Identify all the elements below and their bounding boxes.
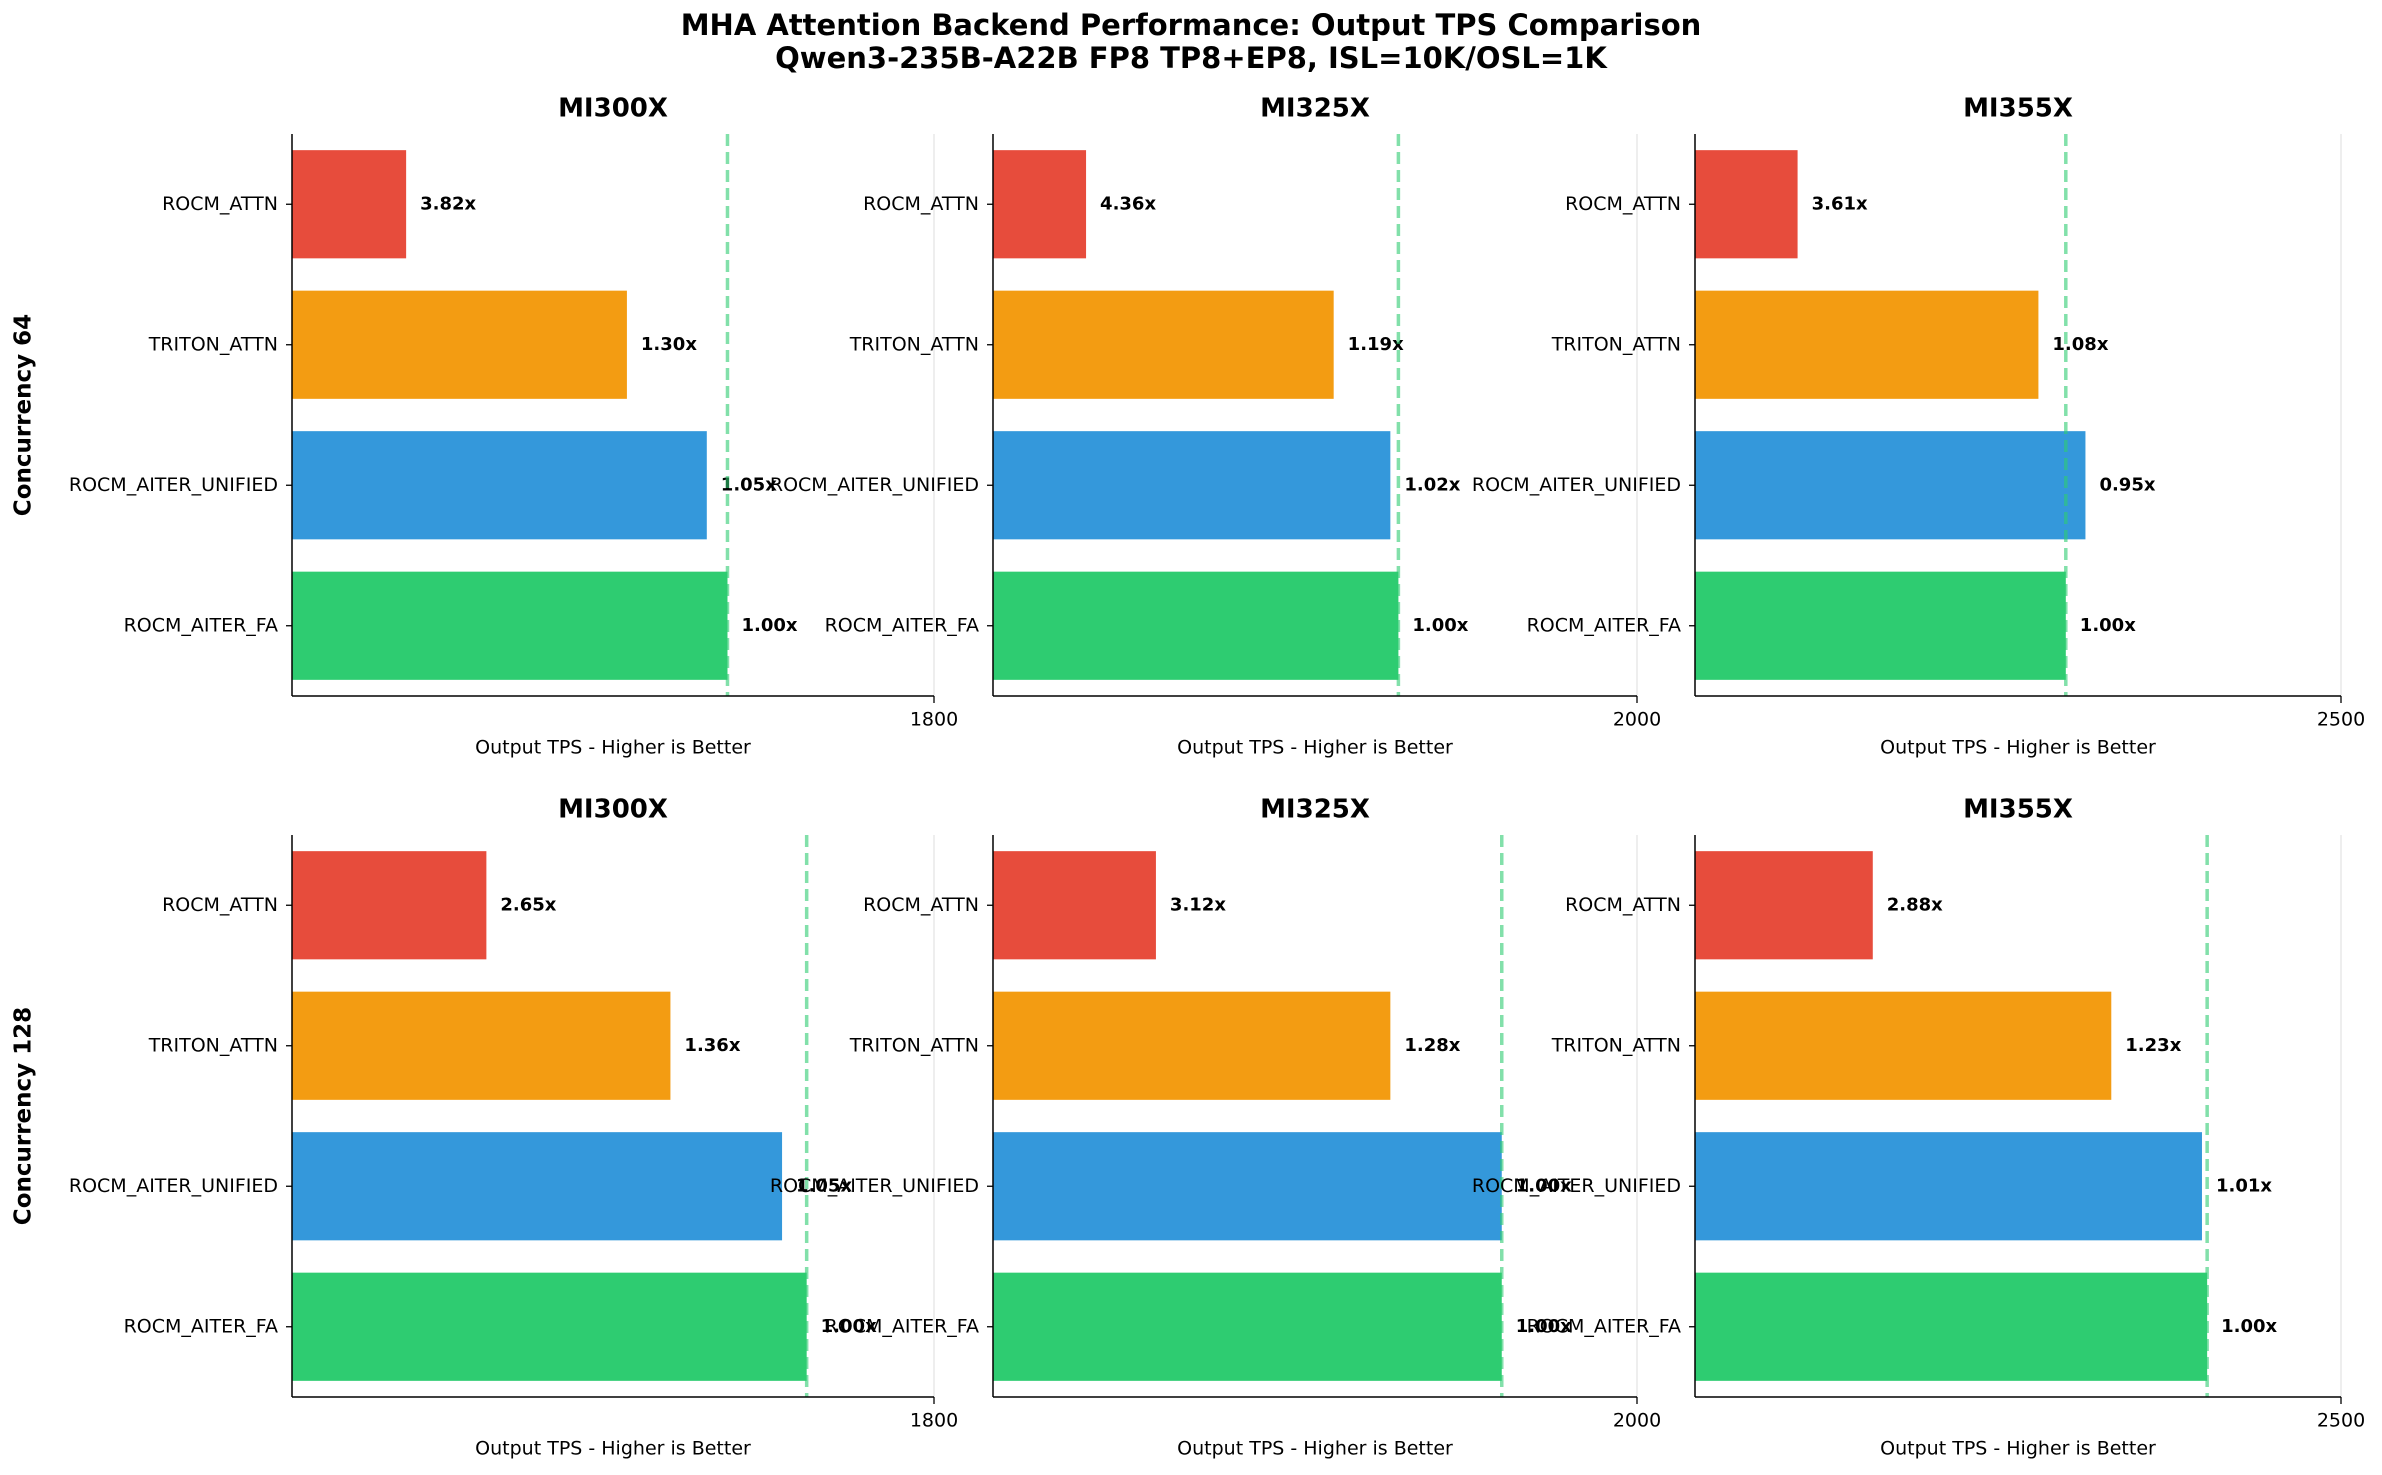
- y-tick-label: ROCM_ATTN: [1565, 193, 1681, 215]
- bar: [993, 1132, 1502, 1241]
- y-tick-label: ROCM_ATTN: [162, 894, 278, 916]
- bar: [993, 571, 1399, 680]
- bar-annotation: 1.00x: [1516, 1175, 1572, 1196]
- y-tick-label: ROCM_AITER_UNIFIED: [1472, 1175, 1681, 1197]
- y-tick-label: TRITON_ATTN: [1551, 333, 1681, 355]
- bar-annotation: 4.36x: [1100, 193, 1156, 214]
- bar: [292, 150, 407, 259]
- bar-annotation: 1.00x: [2080, 615, 2136, 636]
- bar-annotation: 1.00x: [2221, 1316, 2277, 1337]
- x-tick-label: 2500: [2317, 1410, 2365, 1432]
- x-tick-label: 1800: [910, 709, 958, 731]
- y-tick-label: ROCM_ATTN: [1565, 894, 1681, 916]
- bar: [993, 851, 1156, 960]
- x-tick-label: 1800: [910, 1410, 958, 1432]
- bar: [292, 1272, 807, 1381]
- bar-annotation: 2.88x: [1887, 894, 1943, 915]
- y-tick-label: ROCM_AITER_FA: [1527, 1315, 1681, 1337]
- bar: [292, 1132, 783, 1241]
- bar: [1695, 1272, 2208, 1381]
- bar: [993, 431, 1391, 540]
- bar: [993, 290, 1334, 399]
- y-tick-label: ROCM_AITER_UNIFIED: [1472, 474, 1681, 496]
- y-tick-label: ROCM_AITER_FA: [1527, 614, 1681, 636]
- bar: [1695, 571, 2066, 680]
- bar: [993, 150, 1087, 259]
- y-tick-label: ROCM_AITER_UNIFIED: [770, 1175, 979, 1197]
- x-axis-label: Output TPS - Higher is Better: [475, 737, 751, 759]
- bar: [1695, 150, 1798, 259]
- bar: [993, 991, 1391, 1100]
- bar-annotation: 1.23x: [2125, 1035, 2181, 1056]
- bar-annotation: 1.00x: [821, 1316, 877, 1337]
- bar-annotation: 3.82x: [420, 193, 476, 214]
- y-axis-label: Concurrency 128: [11, 1007, 37, 1225]
- bar-annotation: 1.05x: [721, 474, 777, 495]
- bar: [292, 991, 671, 1100]
- bar: [993, 1272, 1502, 1381]
- bar-annotation: 1.30x: [641, 334, 697, 355]
- x-axis-label: Output TPS - Higher is Better: [1880, 737, 2156, 759]
- panel-title: MI325X: [1260, 795, 1370, 825]
- x-axis-label: Output TPS - Higher is Better: [1177, 1438, 1453, 1460]
- bar-annotation: 2.65x: [500, 894, 556, 915]
- bar-annotation: 0.95x: [2099, 474, 2155, 495]
- x-tick-label: 2000: [1613, 1410, 1661, 1432]
- y-tick-label: ROCM_AITER_FA: [124, 1315, 278, 1337]
- bar: [1695, 851, 1873, 960]
- bar: [292, 571, 728, 680]
- bar-annotation: 1.00x: [741, 615, 797, 636]
- bar-annotation: 3.12x: [1170, 894, 1226, 915]
- y-tick-label: ROCM_AITER_UNIFIED: [69, 1175, 278, 1197]
- bar-annotation: 1.02x: [1404, 474, 1460, 495]
- bar: [292, 431, 707, 540]
- y-axis-label: Concurrency 64: [11, 314, 37, 516]
- y-tick-label: TRITON_ATTN: [849, 1034, 979, 1056]
- bar: [1695, 1132, 2202, 1241]
- y-tick-label: ROCM_AITER_FA: [124, 614, 278, 636]
- y-tick-label: ROCM_AITER_UNIFIED: [770, 474, 979, 496]
- y-tick-label: TRITON_ATTN: [849, 333, 979, 355]
- bar: [292, 290, 627, 399]
- panel-title: MI325X: [1260, 94, 1370, 124]
- y-tick-label: ROCM_AITER_FA: [825, 614, 979, 636]
- bar-annotation: 1.01x: [2216, 1175, 2272, 1196]
- bar-annotation: 1.00x: [1516, 1316, 1572, 1337]
- bar-annotation: 1.36x: [684, 1035, 740, 1056]
- x-axis-label: Output TPS - Higher is Better: [1880, 1438, 2156, 1460]
- bar-annotation: 3.61x: [1812, 193, 1868, 214]
- y-tick-label: ROCM_AITER_FA: [825, 1315, 979, 1337]
- y-tick-label: TRITON_ATTN: [148, 1034, 278, 1056]
- panel-title: MI300X: [558, 94, 668, 124]
- bar: [1695, 290, 2039, 399]
- figure-title: MHA Attention Backend Performance: Outpu…: [681, 8, 1702, 42]
- figure-subtitle: Qwen3-235B-A22B FP8 TP8+EP8, ISL=10K/OSL…: [775, 41, 1608, 75]
- bar-annotation: 1.05x: [796, 1175, 852, 1196]
- panel-title: MI355X: [1963, 94, 2073, 124]
- x-tick-label: 2000: [1613, 709, 1661, 731]
- panel-title: MI355X: [1963, 795, 2073, 825]
- bar-annotation: 1.08x: [2052, 334, 2108, 355]
- bar-annotation: 1.00x: [1412, 615, 1468, 636]
- y-tick-label: TRITON_ATTN: [148, 333, 278, 355]
- bar: [1695, 431, 2086, 540]
- bar-annotation: 1.28x: [1404, 1035, 1460, 1056]
- y-tick-label: ROCM_ATTN: [162, 193, 278, 215]
- y-tick-label: TRITON_ATTN: [1551, 1034, 1681, 1056]
- bar-annotation: 1.19x: [1348, 334, 1404, 355]
- x-tick-label: 2500: [2317, 709, 2365, 731]
- y-tick-label: ROCM_ATTN: [863, 894, 979, 916]
- x-axis-label: Output TPS - Higher is Better: [475, 1438, 751, 1460]
- bar: [292, 851, 487, 960]
- x-axis-label: Output TPS - Higher is Better: [1177, 737, 1453, 759]
- y-tick-label: ROCM_AITER_UNIFIED: [69, 474, 278, 496]
- bar: [1695, 991, 2112, 1100]
- panel-title: MI300X: [558, 795, 668, 825]
- y-tick-label: ROCM_ATTN: [863, 193, 979, 215]
